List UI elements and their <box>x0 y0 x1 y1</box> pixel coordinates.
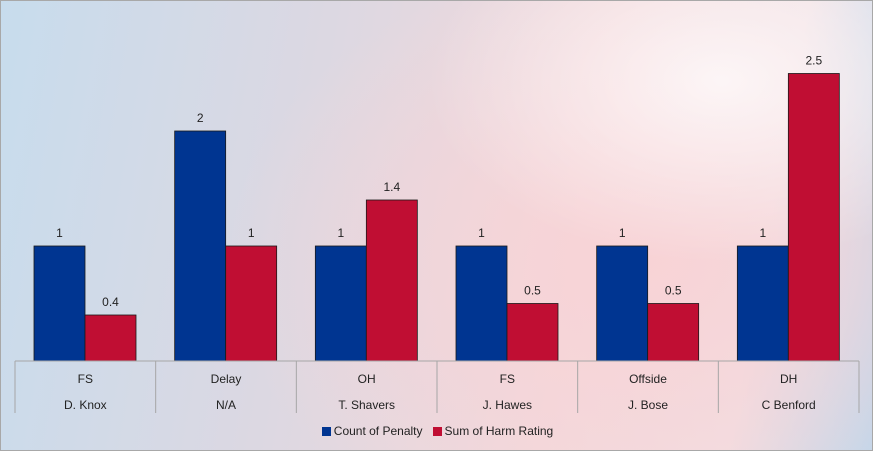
category-label-bottom: N/A <box>216 398 236 412</box>
bar-count-of-penalty <box>736 245 789 362</box>
bar-sum-of-harm-rating <box>647 303 700 362</box>
category-label-top: OH <box>358 372 376 386</box>
category-label-bottom: C Benford <box>762 398 816 412</box>
bar-count-of-penalty <box>455 245 508 362</box>
category-label-bottom: J. Bose <box>628 398 668 412</box>
legend-item-count-of-penalty: Count of Penalty <box>321 424 423 438</box>
bar-count-of-penalty <box>33 245 86 362</box>
data-label: 2.5 <box>805 54 822 68</box>
category-label-bottom: J. Hawes <box>483 398 532 412</box>
data-label: 2 <box>197 111 204 125</box>
data-label: 1 <box>248 226 255 240</box>
category-label-bottom: D. Knox <box>64 398 107 412</box>
data-label: 1.4 <box>383 180 400 194</box>
legend: Count of Penalty Sum of Harm Rating <box>1 424 873 438</box>
bar-count-of-penalty <box>174 130 227 362</box>
category-label-top: FS <box>500 372 515 386</box>
bar-sum-of-harm-rating <box>787 73 840 362</box>
data-label: 1 <box>56 226 63 240</box>
bar-sum-of-harm-rating <box>365 199 418 362</box>
legend-item-sum-of-harm-rating: Sum of Harm Rating <box>432 424 554 438</box>
legend-swatch <box>321 427 331 436</box>
category-label-top: Delay <box>211 372 242 386</box>
legend-swatch <box>432 427 442 436</box>
category-label-top: FS <box>78 372 93 386</box>
data-label: 0.4 <box>102 295 119 309</box>
bar-count-of-penalty <box>596 245 649 362</box>
bar-sum-of-harm-rating <box>225 245 278 362</box>
data-label: 0.5 <box>524 284 541 298</box>
data-label: 1 <box>759 226 766 240</box>
data-label: 1 <box>337 226 344 240</box>
bar-sum-of-harm-rating <box>84 314 137 362</box>
category-label-bottom: T. Shavers <box>338 398 395 412</box>
category-label-top: DH <box>780 372 797 386</box>
category-label-top: Offside <box>629 372 667 386</box>
legend-label: Sum of Harm Rating <box>444 424 554 438</box>
legend-label: Count of Penalty <box>333 424 423 438</box>
data-label: 1 <box>619 226 626 240</box>
bar-sum-of-harm-rating <box>506 303 559 362</box>
data-label: 0.5 <box>665 284 682 298</box>
data-label: 1 <box>478 226 485 240</box>
bar-count-of-penalty <box>314 245 367 362</box>
